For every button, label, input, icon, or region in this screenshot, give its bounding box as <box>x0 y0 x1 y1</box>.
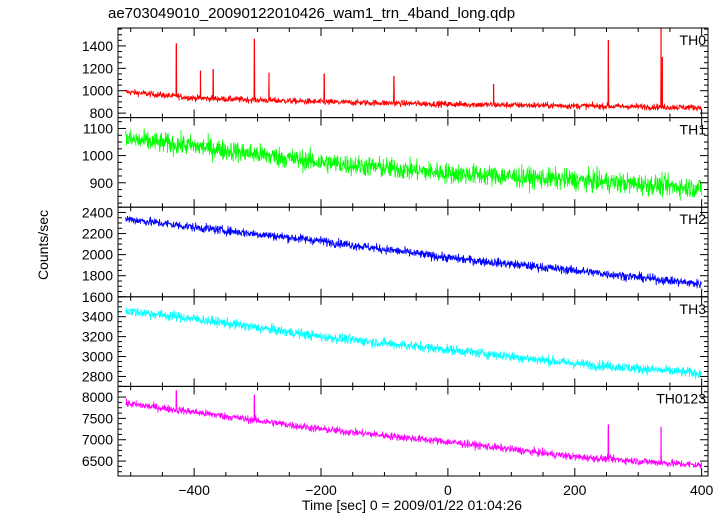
panel-label: TH2 <box>680 211 707 227</box>
panel-label: TH3 <box>680 301 707 317</box>
y-tick-label: 3400 <box>82 309 113 325</box>
panel-th0123: 6500 7000 7500 8000 TH0123 <box>82 385 709 477</box>
y-tick-label: 2200 <box>82 226 113 242</box>
y-tick-label: 1100 <box>83 120 113 136</box>
y-tick-label: 2000 <box>82 247 113 263</box>
y-axis-title: Counts/sec <box>35 210 51 280</box>
panel-th2: 1600 1800 2000 2200 2400 TH2 <box>82 204 709 305</box>
y-tick-label: 1000 <box>82 83 113 99</box>
y-tick-label: 7000 <box>82 432 113 448</box>
series-th3 <box>125 307 703 380</box>
panel-label: TH0123 <box>656 390 706 406</box>
y-tick-label: 3200 <box>82 329 113 345</box>
panel-frame <box>117 117 709 208</box>
x-axis: −400 −200 0 200 400 <box>178 482 713 498</box>
series-th2 <box>125 215 702 289</box>
y-tick-label: 1600 <box>82 289 113 305</box>
series-th0123 <box>125 390 703 469</box>
x-tick-label: 400 <box>690 482 714 498</box>
y-tick-label: 2800 <box>82 368 113 384</box>
y-tick-label: 8000 <box>82 389 113 405</box>
panel-label: TH0 <box>680 32 707 48</box>
panel-th1: 900 1000 1100 TH1 <box>82 117 709 208</box>
panel-frame <box>117 385 709 477</box>
y-tick-label: 3000 <box>82 349 113 365</box>
y-tick-label: 900 <box>90 175 114 191</box>
y-tick-label: 1200 <box>82 60 113 76</box>
series-th0 <box>125 28 703 112</box>
panel-frame <box>117 206 709 298</box>
y-tick-label: 1000 <box>82 148 113 164</box>
x-axis-title: Time [sec] 0 = 2009/01/22 01:04:26 <box>302 497 522 513</box>
series-th1 <box>125 128 703 201</box>
x-tick-label: −400 <box>178 482 210 498</box>
y-tick-label: 1800 <box>82 268 113 284</box>
y-tick-label: 2400 <box>82 204 113 220</box>
y-tick-label: 7500 <box>82 410 113 426</box>
panel-frame <box>117 296 709 387</box>
chart-title: ae703049010_20090122010426_wam1_trn_4ban… <box>108 5 515 22</box>
panel-label: TH1 <box>680 122 707 138</box>
x-tick-label: −200 <box>305 482 337 498</box>
panel-th3: 2800 3000 3200 3400 TH3 <box>82 296 709 387</box>
y-tick-label: 6500 <box>82 453 113 469</box>
chart-panels: 800 1000 1200 1400 TH0 900 1000 1100 TH1 1600 1800… <box>82 27 709 477</box>
y-tick-label: 1400 <box>82 38 113 54</box>
y-tick-label: 800 <box>90 105 114 121</box>
x-tick-label: 200 <box>563 482 587 498</box>
x-tick-label: 0 <box>444 482 452 498</box>
panel-th0: 800 1000 1200 1400 TH0 <box>82 27 709 121</box>
